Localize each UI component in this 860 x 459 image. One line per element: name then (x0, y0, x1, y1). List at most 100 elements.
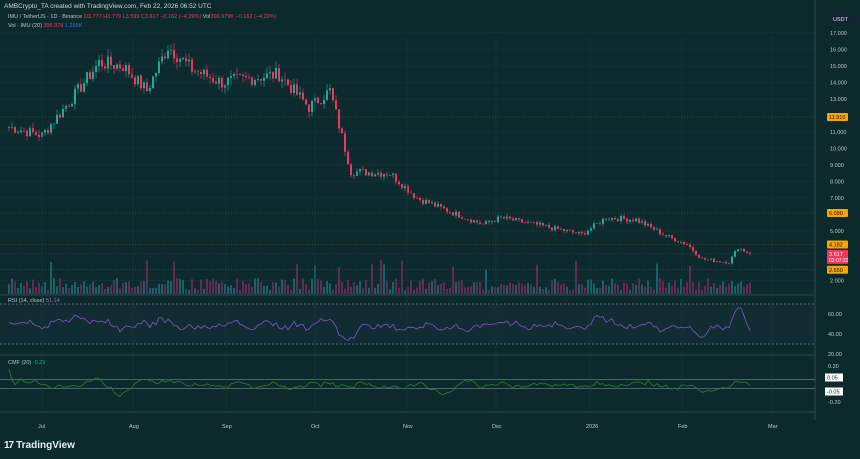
volume-bar (605, 285, 607, 294)
candle-body (56, 114, 58, 124)
rsi-tick: 40.00 (828, 332, 842, 338)
volume-bar (254, 278, 256, 294)
volume-bar (584, 287, 586, 294)
volume-bar (641, 284, 643, 294)
volume-bar (11, 278, 13, 294)
rsi-band (0, 304, 815, 344)
candle-body (320, 103, 322, 104)
vol-ma-label[interactable]: Vol · IMU (20) (8, 23, 42, 29)
volume-bar (743, 286, 745, 294)
volume-bar (719, 284, 721, 294)
volume-bar (461, 279, 463, 294)
candle-body (620, 216, 622, 222)
volume-bar (185, 288, 187, 294)
candle-body (746, 251, 748, 253)
symbol-name[interactable]: IMU / TetherUS · 1D · Binance (8, 14, 83, 20)
candle-body (113, 65, 115, 69)
open-value: O3.777 (83, 14, 102, 20)
volume-bar (749, 282, 751, 294)
volume-bar (383, 264, 385, 294)
volume-bar (464, 287, 466, 294)
volume-bar (113, 279, 115, 294)
price-label-badge (827, 265, 848, 274)
volume-bar (713, 283, 715, 294)
cmf-tick: 0.20 (828, 364, 839, 370)
candle-body (701, 257, 703, 259)
volume-bar (158, 283, 160, 294)
candle-body (710, 258, 712, 260)
candle-body (539, 222, 541, 225)
volume-bar (347, 279, 349, 294)
cmf-label[interactable]: CMF (20) (8, 360, 32, 366)
candle-body (293, 84, 295, 94)
candle-body (47, 129, 49, 133)
candle-body (329, 88, 331, 91)
candle-body (371, 172, 373, 177)
candle-body (713, 258, 715, 262)
candle-body (392, 173, 394, 175)
volume-bar (35, 287, 37, 294)
volume-bar (332, 289, 334, 294)
candle-body (290, 84, 292, 94)
candle-body (647, 223, 649, 226)
low-value: L3.599 (122, 14, 140, 20)
attribution: AMBCrypto_TA created with TradingView.co… (4, 3, 212, 10)
candle-body (401, 184, 403, 189)
price-tick: 2.000 (830, 279, 844, 285)
volume-bar (203, 289, 205, 294)
candle-body (452, 212, 454, 216)
candle-body (353, 175, 355, 176)
volume-bar (167, 280, 169, 294)
tradingview-logo[interactable]: 17 TradingView (4, 440, 75, 451)
candle-body (140, 75, 142, 89)
volume-bar (14, 281, 16, 294)
volume-bar (263, 285, 265, 294)
rsi-label[interactable]: RSI (14, close) (8, 298, 45, 304)
volume-bar (575, 260, 577, 294)
candle-body (35, 132, 37, 135)
volume-bar (296, 263, 298, 294)
candle-body (497, 216, 499, 223)
candle-body (86, 72, 88, 84)
volume-bar (644, 286, 646, 294)
price-tick: 5.000 (830, 229, 844, 235)
volume-bar (653, 289, 655, 294)
candle-body (275, 68, 277, 79)
volume-bar (224, 283, 226, 294)
candle-body (17, 132, 19, 133)
volume-bar (629, 289, 631, 294)
candle-body (188, 59, 190, 62)
candle-body (359, 169, 361, 172)
candle-body (350, 164, 352, 176)
volume-bar (95, 287, 97, 294)
candle-body (266, 73, 268, 78)
price-countdown: 02:07:22 (829, 258, 849, 264)
candle-body (338, 109, 340, 129)
volume-bar (437, 285, 439, 294)
volume-bar (707, 278, 709, 294)
candle-body (581, 231, 583, 234)
volume-bar (212, 278, 214, 294)
volume-bar (197, 289, 199, 294)
volume-bar (164, 284, 166, 294)
volume-bar (602, 280, 604, 294)
candle-body (32, 128, 34, 133)
volume-bar (17, 288, 19, 294)
volume-bar (98, 285, 100, 294)
candle-body (476, 220, 478, 223)
candle-body (668, 235, 670, 237)
price-tick: 13.000 (830, 97, 847, 103)
volume-bar (302, 278, 304, 294)
volume-bar (335, 284, 337, 294)
candle-body (584, 233, 586, 235)
candle-body (458, 211, 460, 218)
volume-bar (179, 278, 181, 294)
volume-bar (494, 286, 496, 294)
volume-bar (701, 289, 703, 294)
volume-bar (413, 289, 415, 294)
candle-body (578, 231, 580, 234)
price-label-badge (827, 249, 848, 264)
candle-body (374, 174, 376, 177)
volume-bar (356, 285, 358, 294)
